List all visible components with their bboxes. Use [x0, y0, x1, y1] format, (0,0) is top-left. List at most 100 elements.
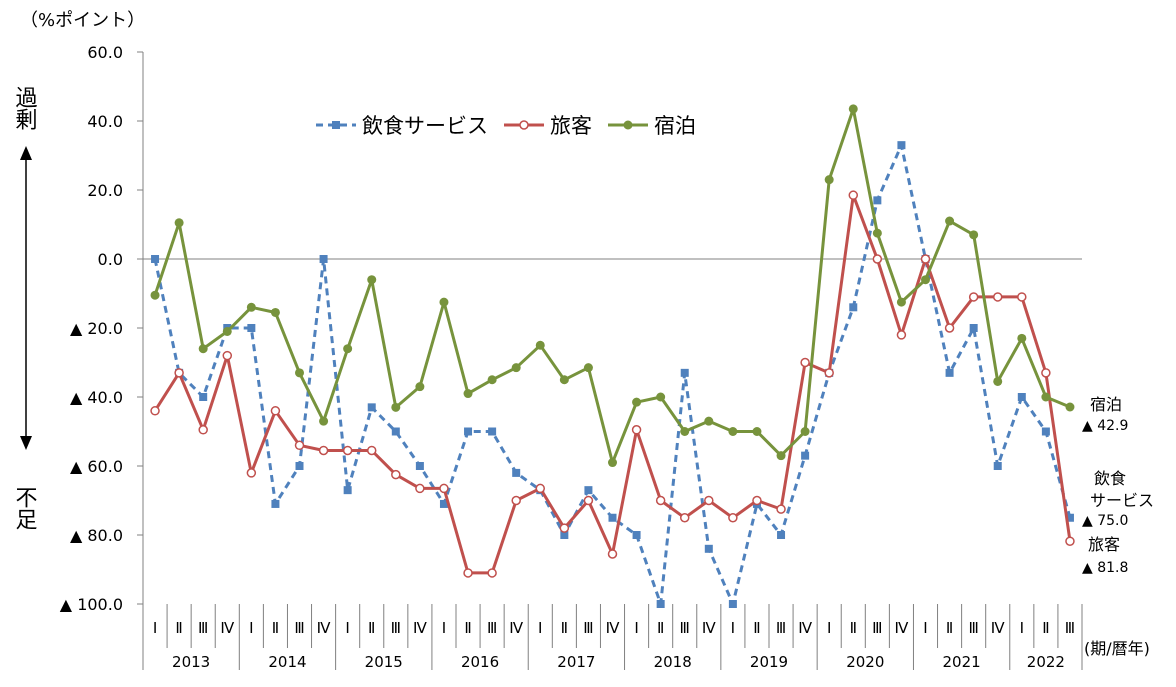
data-point — [920, 254, 931, 264]
data-point — [680, 427, 690, 436]
data-point — [800, 357, 810, 368]
data-point — [969, 230, 979, 240]
data-point — [728, 427, 738, 436]
data-point — [1041, 368, 1051, 378]
data-point — [463, 568, 473, 578]
data-point — [271, 499, 280, 508]
data-point — [1065, 536, 1075, 546]
data-point — [776, 451, 786, 461]
data-point — [897, 141, 906, 150]
y-side-label-bottom: 不足 — [12, 486, 38, 530]
data-point — [993, 462, 1002, 470]
data-point — [415, 462, 424, 470]
data-point — [439, 499, 448, 508]
data-point — [319, 255, 328, 263]
legend-item: 飲食サービス — [316, 114, 488, 138]
data-point — [1041, 392, 1051, 402]
end-annotation: 旅客 ▲ 81.8 — [1082, 535, 1128, 576]
x-tick-label: Ⅲ — [583, 619, 593, 637]
data-point — [222, 326, 232, 336]
legend-item: 宿泊 — [608, 114, 696, 138]
data-point — [415, 382, 425, 392]
data-point — [487, 568, 497, 578]
end-annotation: 飲食サービス ▲ 75.0 — [1082, 469, 1154, 529]
y-tick-label: 40.0 — [87, 112, 123, 131]
series-line — [153, 107, 1071, 465]
legend-label: 宿泊 — [654, 114, 696, 138]
data-point — [150, 406, 160, 416]
data-point — [728, 513, 738, 523]
legend-marker — [519, 120, 529, 130]
data-point — [367, 403, 376, 412]
x-tick-label: Ⅲ — [1065, 619, 1075, 637]
year-label: 2017 — [557, 653, 595, 671]
data-point — [704, 416, 714, 426]
data-point — [944, 323, 955, 333]
data-point — [1017, 393, 1026, 401]
legend-item: 旅客 — [504, 114, 592, 138]
data-point — [295, 368, 304, 378]
data-point — [777, 531, 786, 539]
data-point — [366, 445, 377, 456]
data-point — [343, 344, 353, 354]
x-tick-label: Ⅰ — [153, 619, 157, 637]
data-point — [968, 292, 979, 302]
data-point — [945, 368, 954, 377]
x-tick-label: Ⅰ — [345, 619, 349, 637]
x-tick-label: Ⅰ — [442, 619, 446, 637]
x-tick-label: Ⅳ — [606, 619, 620, 637]
y-tick-label: ▲ 40.0 — [70, 388, 123, 407]
x-tick-label: Ⅲ — [294, 619, 304, 637]
end-annotation-value: ▲ 75.0 — [1082, 513, 1128, 529]
data-point — [199, 393, 208, 401]
data-point — [776, 504, 786, 514]
data-point — [752, 427, 762, 436]
data-point — [559, 375, 569, 385]
x-tick-label: Ⅳ — [798, 619, 812, 637]
data-point — [824, 175, 834, 185]
end-annotation-label: 宿泊 — [1090, 395, 1122, 414]
data-point — [848, 190, 859, 200]
data-point — [801, 451, 810, 460]
legend-label: 飲食サービス — [362, 114, 488, 138]
legend: 飲食サービス 旅客 宿泊 — [316, 114, 696, 138]
data-point — [198, 425, 208, 435]
data-point — [1017, 333, 1027, 343]
end-annotation-value: ▲ 42.9 — [1082, 418, 1128, 434]
x-tick-label: Ⅳ — [509, 619, 523, 637]
data-point — [246, 468, 257, 478]
year-label: 2015 — [365, 653, 403, 671]
year-label: 2014 — [268, 653, 306, 671]
series-1 — [150, 190, 1075, 578]
y-tick-label: 20.0 — [87, 181, 123, 200]
x-tick-label: Ⅱ — [946, 619, 953, 637]
data-point — [824, 368, 834, 378]
x-tick-label: Ⅳ — [317, 619, 331, 637]
y-side-label-top: 過剰 — [12, 86, 38, 130]
data-point — [222, 350, 233, 361]
data-point — [174, 218, 184, 228]
data-point — [848, 104, 858, 114]
data-point — [464, 427, 473, 436]
data-point — [655, 495, 666, 506]
data-point — [679, 513, 690, 523]
data-point — [800, 427, 810, 436]
data-point — [295, 462, 304, 470]
data-point — [270, 406, 281, 416]
data-point — [439, 297, 449, 307]
data-point — [583, 495, 594, 506]
data-point — [512, 468, 521, 477]
data-point — [1017, 292, 1027, 302]
x-tick-label: Ⅰ — [923, 619, 927, 637]
data-point — [247, 324, 256, 332]
data-point — [656, 600, 665, 608]
data-point — [246, 302, 256, 312]
x-tick-label: Ⅲ — [968, 619, 978, 637]
x-tick-label: Ⅰ — [538, 619, 542, 637]
data-point — [969, 324, 978, 332]
data-point — [704, 495, 714, 506]
x-tick-label: Ⅲ — [487, 619, 497, 637]
x-tick-label: Ⅲ — [680, 619, 690, 637]
x-tick-label: Ⅱ — [657, 619, 664, 637]
